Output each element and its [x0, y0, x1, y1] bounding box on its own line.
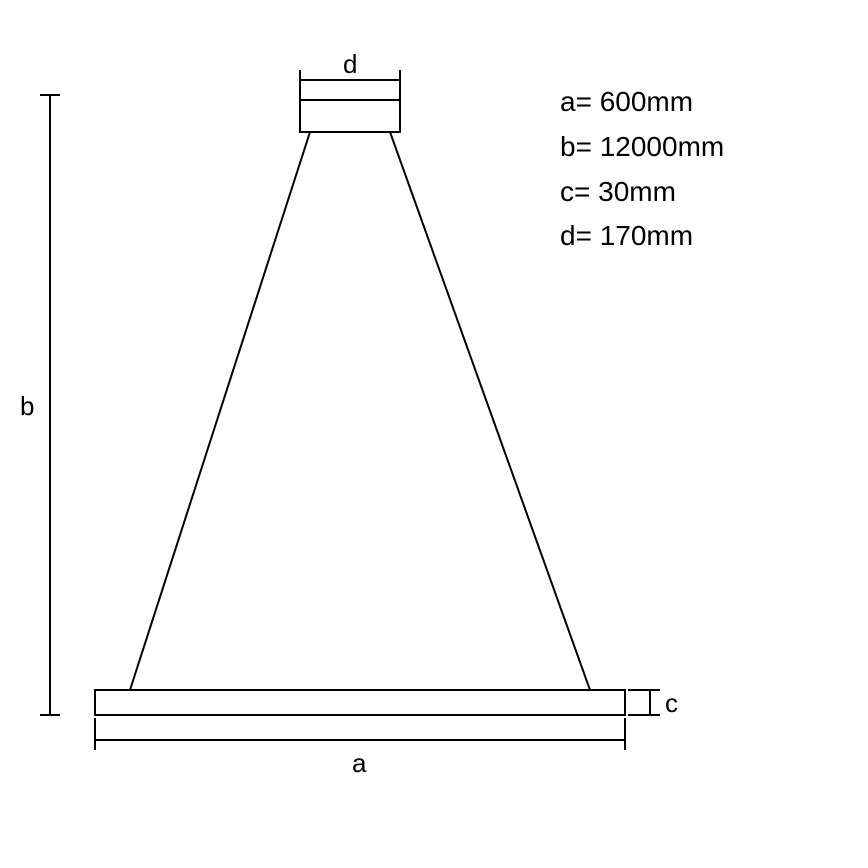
legend-item-b: b= 12000mm	[560, 125, 724, 170]
lamp-body-box	[95, 690, 625, 715]
legend-item-c: c= 30mm	[560, 170, 724, 215]
label-b: b	[20, 391, 34, 421]
dimension-b	[40, 95, 60, 715]
legend-item-a: a= 600mm	[560, 80, 724, 125]
label-c: c	[665, 688, 678, 718]
legend-item-d: d= 170mm	[560, 214, 724, 259]
wire-left	[130, 132, 310, 690]
dimension-a	[95, 718, 625, 750]
dimension-drawing: d b a c	[0, 0, 868, 868]
label-a: a	[352, 748, 367, 778]
top-mount-box	[300, 100, 400, 132]
dimension-c	[628, 690, 660, 715]
dimension-legend: a= 600mm b= 12000mm c= 30mm d= 170mm	[560, 80, 724, 259]
label-d: d	[343, 49, 357, 79]
